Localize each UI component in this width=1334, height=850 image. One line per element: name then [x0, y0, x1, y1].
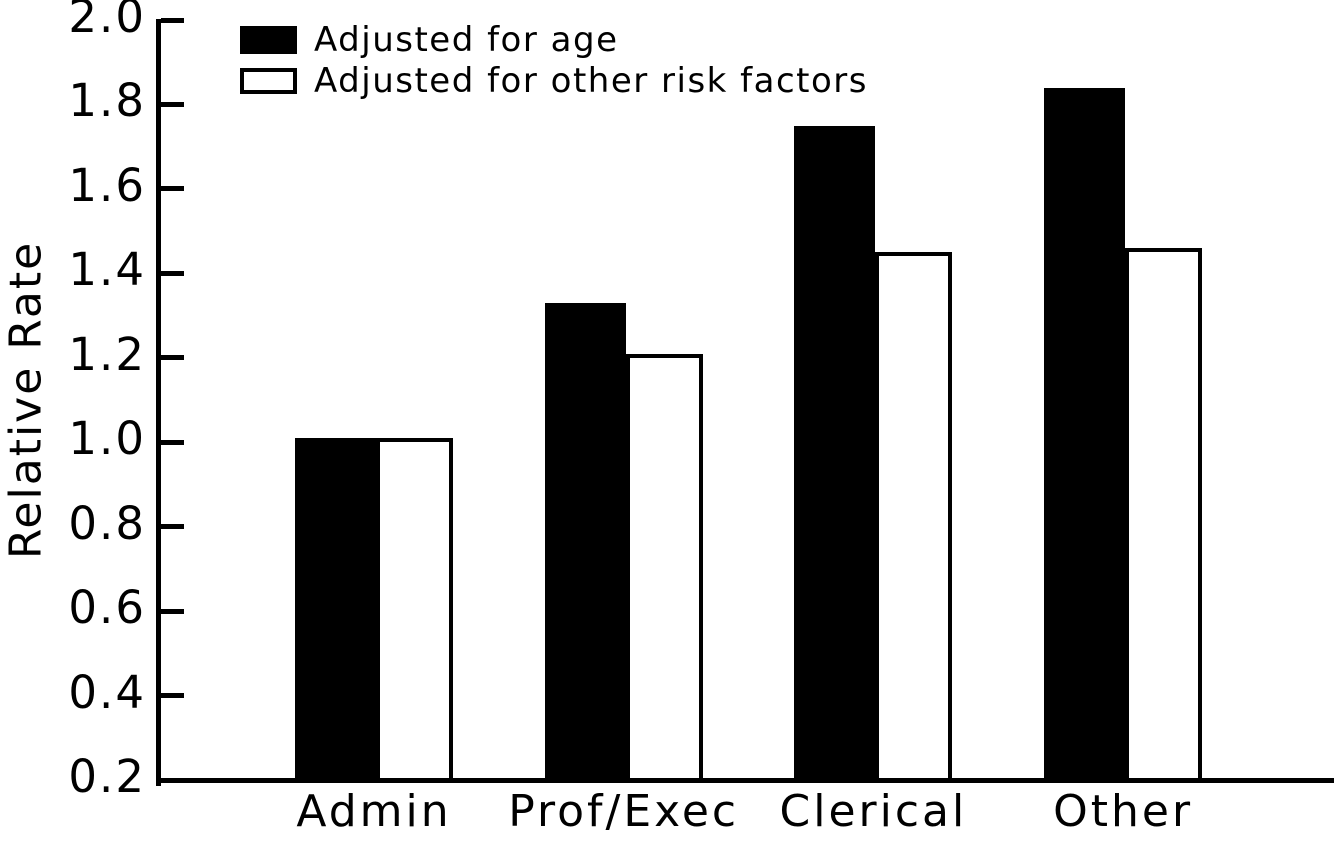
y-tick-0.2 — [161, 777, 184, 783]
bar-clerical-adjusted-for-other-risk-factors — [875, 252, 953, 782]
bar-other-adjusted-for-age — [1044, 87, 1126, 782]
y-tick-1.2 — [161, 355, 184, 361]
x-axis-label-admin: Admin — [296, 786, 452, 837]
x-axis-label-other: Other — [1053, 786, 1194, 837]
y-tick-label-1.0: 1.0 — [68, 412, 146, 466]
y-tick-label-1.8: 1.8 — [68, 74, 146, 128]
legend-swatch-filled — [240, 26, 297, 54]
y-tick-0.6 — [161, 608, 184, 614]
x-axis-label-prof-exec: Prof/Exec — [508, 786, 740, 837]
y-tick-label-2.0: 2.0 — [68, 0, 146, 44]
y-tick-label-0.8: 0.8 — [68, 496, 146, 550]
y-tick-label-0.6: 0.6 — [68, 581, 146, 635]
bar-prof-exec-adjusted-for-age — [544, 302, 626, 782]
legend-label: Adjusted for other risk factors — [314, 61, 868, 101]
legend: Adjusted for age Adjusted for other risk… — [240, 20, 868, 106]
x-axis-line — [156, 778, 1334, 783]
bar-admin-adjusted-for-other-risk-factors — [376, 438, 453, 782]
bar-prof-exec-adjusted-for-other-risk-factors — [625, 353, 703, 782]
y-tick-2.0 — [161, 17, 184, 23]
x-axis-label-clerical: Clerical — [779, 786, 968, 837]
y-tick-label-1.6: 1.6 — [68, 158, 146, 212]
y-tick-label-0.2: 0.2 — [68, 750, 146, 803]
y-tick-label-1.2: 1.2 — [68, 327, 146, 381]
y-axis-line — [156, 19, 161, 786]
bar-admin-adjusted-for-age — [295, 438, 376, 782]
y-tick-0.8 — [161, 524, 184, 530]
y-tick-label-1.4: 1.4 — [68, 243, 146, 297]
y-tick-1.4 — [161, 270, 184, 276]
legend-item-adjusted-for-age: Adjusted for age — [240, 20, 868, 60]
y-tick-1.6 — [161, 186, 184, 192]
legend-label: Adjusted for age — [314, 20, 619, 60]
y-tick-1.8 — [161, 101, 184, 107]
bar-other-adjusted-for-other-risk-factors — [1125, 248, 1203, 782]
y-tick-0.4 — [161, 693, 184, 699]
bar-clerical-adjusted-for-age — [794, 125, 876, 782]
legend-item-adjusted-for-other-risk-factors: Adjusted for other risk factors — [240, 61, 868, 101]
y-tick-1.0 — [161, 439, 184, 445]
legend-swatch-outline — [240, 68, 297, 94]
y-tick-label-0.4: 0.4 — [68, 665, 146, 719]
